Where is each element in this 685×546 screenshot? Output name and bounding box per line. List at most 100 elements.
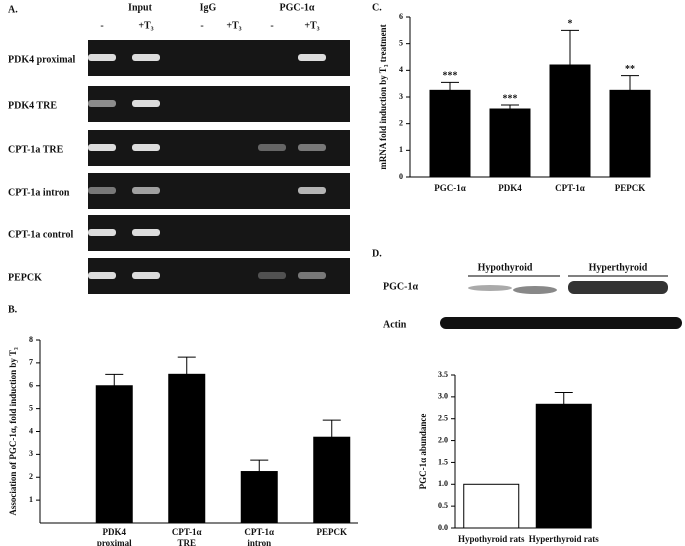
blot-row: Actin	[383, 319, 407, 330]
panel-label: C.	[372, 2, 382, 13]
y-tick-label: 1.5	[438, 457, 448, 466]
gel-band	[258, 272, 286, 279]
y-axis-label: PGC-1α abundance	[418, 414, 428, 490]
y-tick-label: 0	[399, 172, 403, 181]
panel-label: D.	[372, 248, 382, 259]
gel-strip	[88, 215, 350, 251]
y-tick-label: 2	[29, 472, 33, 481]
gel-band	[88, 54, 116, 61]
bar	[609, 89, 651, 178]
y-tick-label: 2.5	[438, 414, 448, 423]
gel-band	[132, 187, 160, 194]
y-tick-label: 2.0	[438, 435, 448, 444]
gel-row-label: PDK4 TRE	[8, 100, 57, 111]
gel-row-label: CPT-1a control	[8, 229, 74, 240]
gel-group: PGC-1α	[279, 2, 314, 13]
gel-band	[132, 144, 160, 151]
y-tick-label: 2	[399, 118, 403, 127]
y-tick-label: 1	[29, 495, 33, 504]
y-axis-label: mRNA fold induction by T₃ treatment	[378, 24, 388, 169]
gel-band	[298, 144, 326, 151]
y-tick-label: 1.0	[438, 479, 448, 488]
significance: ***	[443, 71, 458, 82]
x-tick-label: proximal	[97, 538, 132, 546]
x-tick-label: PGC-1α	[434, 183, 466, 193]
significance: **	[625, 64, 635, 75]
bar	[95, 385, 133, 524]
bar	[429, 89, 471, 178]
significance: ***	[503, 93, 518, 104]
blot-group: Hypothyroid	[478, 262, 533, 273]
gel-group: Input	[128, 2, 153, 13]
gel-lane: +T₃	[226, 20, 241, 31]
y-tick-label: 5	[399, 38, 403, 47]
gel-band	[258, 144, 286, 151]
gel-row-label: PDK4 proximal	[8, 54, 76, 65]
gel-band	[132, 229, 160, 236]
gel-band	[88, 144, 116, 151]
blot-row: PGC-1α	[383, 281, 418, 292]
x-tick-label: PDK4	[103, 527, 127, 537]
x-tick-label: PEPCK	[317, 527, 348, 537]
y-tick-label: 6	[29, 381, 33, 390]
gel-band	[88, 187, 116, 194]
gel-group: IgG	[200, 2, 217, 13]
bar	[489, 108, 531, 178]
y-axis-label: Association of PGC-1α, fold induction by…	[8, 347, 18, 516]
y-tick-label: 5	[29, 403, 33, 412]
bar	[240, 471, 278, 524]
blot-image	[440, 281, 682, 329]
gel-band	[132, 54, 160, 61]
y-tick-label: 1	[399, 145, 403, 154]
y-tick-label: 6	[399, 12, 403, 21]
y-tick-label: 4	[29, 426, 33, 435]
gel-row-label: CPT-1a intron	[8, 187, 70, 198]
x-tick-label: CPT-1α	[555, 183, 585, 193]
panel-label: B.	[8, 304, 18, 315]
blot-group: Hyperthyroid	[589, 262, 648, 273]
gel-band	[132, 100, 160, 107]
x-tick-label: Hypothyroid rats	[458, 534, 525, 544]
gel-image	[88, 40, 350, 294]
x-tick-label: intron	[247, 538, 271, 546]
gel-band	[298, 54, 326, 61]
x-tick-label: CPT-1α	[244, 527, 274, 537]
bar	[463, 483, 520, 529]
bar	[549, 64, 591, 178]
y-tick-label: 3.5	[438, 370, 448, 379]
gel-lane: +T₃	[138, 20, 153, 31]
gel-row-label: CPT-1a TRE	[8, 144, 64, 155]
gel-lane: -	[200, 20, 203, 31]
x-tick-label: TRE	[177, 538, 196, 546]
y-tick-label: 7	[29, 358, 33, 367]
y-tick-label: 8	[29, 335, 33, 344]
gel-band	[298, 272, 326, 279]
x-tick-label: PDK4	[498, 183, 522, 193]
gel-lane: +T₃	[304, 20, 319, 31]
significance: *	[568, 19, 573, 30]
gel-band	[88, 272, 116, 279]
y-tick-label: 3	[399, 92, 403, 101]
y-tick-label: 0.5	[438, 501, 448, 510]
gel-lane: -	[100, 20, 103, 31]
x-tick-label: Hyperthyroid rats	[529, 534, 600, 544]
x-tick-label: PEPCK	[615, 183, 646, 193]
panel-label: A.	[8, 4, 18, 15]
gel-strip	[88, 86, 350, 122]
gel-band	[88, 229, 116, 236]
bar	[535, 403, 592, 529]
gel-strip	[88, 258, 350, 294]
gel-band	[88, 100, 116, 107]
gel-band	[298, 187, 326, 194]
gel-strip	[88, 130, 350, 166]
gel-row-label: PEPCK	[8, 272, 42, 283]
bar	[168, 373, 206, 524]
x-tick-label: CPT-1α	[172, 527, 202, 537]
gel-lane: -	[270, 20, 273, 31]
gel-band	[132, 272, 160, 279]
y-tick-label: 4	[399, 65, 403, 74]
y-tick-label: 0.0	[438, 523, 448, 532]
bar	[313, 436, 351, 524]
y-tick-label: 3.0	[438, 392, 448, 401]
